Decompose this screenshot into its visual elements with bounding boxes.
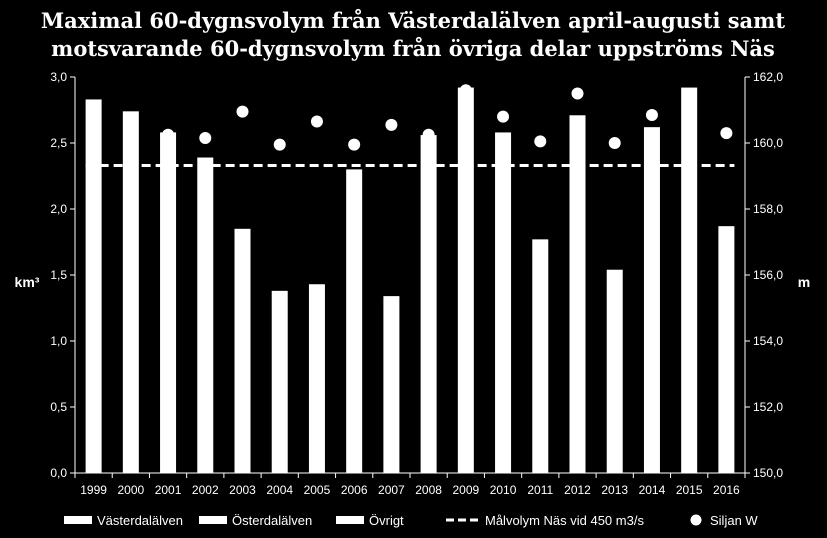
siljan-point [720,127,733,140]
x-ticks: 1999 2000 2001 2002 2003 2004 2005 2006 2007 2008… [74,473,746,497]
x-tick-label: 2011 [527,483,553,497]
y-left-tick-label: 0,0 [50,466,67,480]
x-tick-label: 2000 [117,483,144,497]
bar-västerdalälven [420,135,437,473]
x-tick-label: 2005 [304,483,331,497]
siljan-point [608,137,621,149]
siljan-point [422,128,435,141]
bar-västerdalälven [197,157,214,473]
siljan-point [459,84,472,97]
x-tick-label: 2016 [713,483,740,497]
x-tick-label: 2004 [266,483,293,497]
y-right-tick-label: 160,0 [753,136,783,150]
bar-västerdalälven [308,284,325,473]
bar-västerdalälven [122,111,139,473]
y-right-tick-label: 162,0 [753,70,783,84]
siljan-point [310,115,323,128]
bar-västerdalälven [495,132,512,473]
y-left-tick-label: 1,5 [50,268,67,282]
legend-label: Siljan W [710,513,758,528]
x-tick-label: 2014 [639,483,666,497]
bar-västerdalälven [643,127,660,473]
y-left-tick-label: 2,5 [50,136,67,150]
y-left-tick-label: 1,0 [50,334,67,348]
x-tick-label: 2012 [564,483,591,497]
x-tick-label: 2007 [378,483,405,497]
y-right-ticks: 150,0 152,0 154,0 156,0 158,0 160,0 162,0 [745,70,783,480]
legend-swatch [336,516,364,524]
y-right-tick-label: 158,0 [753,202,783,216]
siljan-point [273,138,286,151]
y-left-tick-label: 0,5 [50,400,67,414]
siljan-point [571,87,584,100]
siljan-point [645,108,658,121]
bar-västerdalälven [234,228,251,473]
siljan-point [162,128,175,141]
siljan-point [236,105,249,118]
plot-area [74,77,746,474]
x-tick-label: 2010 [490,483,517,497]
y-right-tick-label: 154,0 [753,334,783,348]
x-tick-label: 2008 [415,483,442,497]
bar-västerdalälven [532,239,549,473]
siljan-point [199,132,212,145]
x-tick-label: 2013 [601,483,628,497]
legend-swatch [690,514,702,526]
x-tick-label: 2001 [155,483,182,497]
bar-västerdalälven [346,169,363,473]
x-tick-label: 1999 [80,483,107,497]
x-tick-label: 2015 [676,483,703,497]
legend-label: Västerdalälven [97,513,183,528]
y-left-tick-label: 3,0 [50,70,67,84]
bar-västerdalälven [569,115,586,473]
y-right-label: m [798,274,810,290]
y-left-tick-label: 2,0 [50,202,67,216]
bar-västerdalälven [718,226,735,473]
legend-swatch [64,516,92,524]
siljan-point [385,118,398,131]
x-tick-label: 2002 [192,483,219,497]
legend-label: Österdalälven [232,513,312,528]
y-left-label: km³ [15,274,40,290]
x-tick-label: 2006 [341,483,368,497]
bar-västerdalälven [85,99,102,473]
x-tick-label: 2009 [452,483,479,497]
siljan-point [534,135,547,148]
siljan-point [348,138,361,151]
bar-västerdalälven [160,132,177,473]
chart-title-line-2: motsvarande 60-dygnsvolym från övriga de… [51,36,775,61]
siljan-point [497,110,510,123]
bar-västerdalälven [383,296,400,473]
legend: Västerdalälven Österdalälven Övrigt Målvoly… [64,513,758,528]
y-right-tick-label: 152,0 [753,400,783,414]
legend-label: Målvolym Näs vid 450 m3/s [485,513,644,528]
chart-title-line-1: Maximal 60-dygnsvolym från Västerdalälve… [41,8,785,33]
bar-västerdalälven [681,87,698,473]
y-left-ticks: 0,0 0,5 1,0 1,5 2,0 2,5 3,0 [50,70,75,480]
legend-label: Övrigt [369,513,404,528]
bar-västerdalälven [271,290,288,473]
y-right-tick-label: 156,0 [753,268,783,282]
x-tick-label: 2003 [229,483,256,497]
bar-västerdalälven [606,269,623,473]
legend-swatch [199,516,227,524]
y-right-tick-label: 150,0 [753,466,783,480]
bar-västerdalälven [457,87,474,473]
